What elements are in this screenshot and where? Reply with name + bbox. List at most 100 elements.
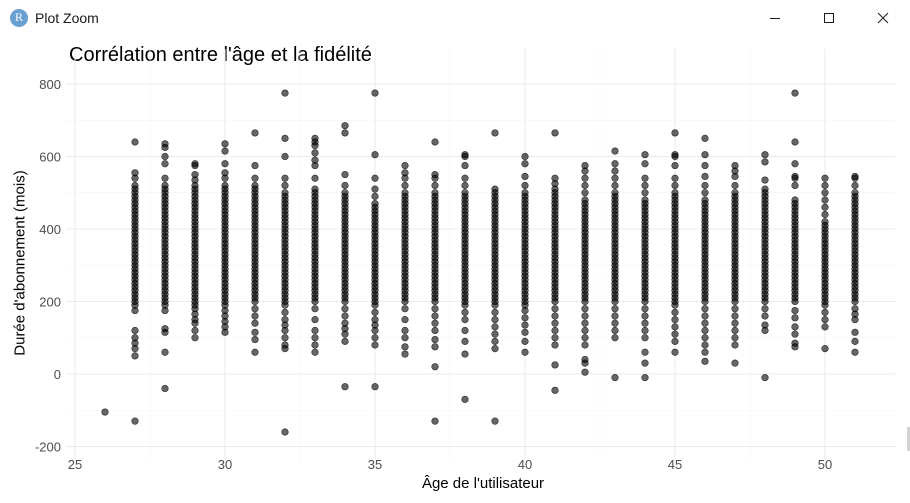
data-point: [401, 326, 409, 335]
data-point: [461, 161, 469, 170]
data-point: [161, 384, 169, 393]
data-point: [461, 189, 469, 197]
x-tick-label: 40: [518, 457, 532, 472]
data-point: [431, 189, 439, 197]
data-point: [671, 348, 679, 356]
data-point: [371, 174, 379, 182]
data-point: [161, 140, 169, 148]
data-point: [371, 383, 379, 391]
data-point: [611, 326, 619, 335]
data-point: [341, 312, 349, 320]
data-point: [761, 312, 769, 320]
data-point: [641, 348, 649, 356]
data-point: [761, 305, 769, 313]
data-point: [431, 171, 439, 179]
data-point: [401, 343, 409, 351]
data-point: [641, 334, 649, 342]
data-point: [581, 189, 589, 197]
data-point: [761, 151, 769, 159]
data-point: [821, 203, 829, 211]
data-point: [371, 192, 379, 200]
data-point: [311, 149, 319, 157]
data-point: [131, 352, 139, 360]
data-point: [161, 348, 169, 356]
data-point: [311, 334, 319, 342]
data-point: [131, 417, 139, 425]
data-point: [791, 181, 799, 190]
data-point: [131, 138, 139, 146]
data-point: [401, 316, 409, 324]
r-app-icon: R: [10, 8, 28, 27]
data-point: [401, 334, 409, 342]
data-point: [461, 316, 469, 324]
data-point: [461, 151, 469, 159]
data-point: [611, 312, 619, 320]
window-titlebar: R Plot Zoom: [0, 0, 910, 35]
data-point: [791, 196, 799, 204]
data-point: [851, 181, 859, 190]
data-point: [581, 319, 589, 327]
data-point: [731, 341, 739, 349]
data-point: [251, 335, 259, 344]
data-point: [611, 160, 619, 168]
data-point: [281, 134, 289, 142]
data-point: [671, 181, 679, 190]
data-point: [551, 341, 559, 349]
data-point: [101, 408, 109, 416]
data-point: [641, 189, 649, 197]
data-point: [671, 330, 679, 338]
data-point: [251, 312, 259, 320]
data-point: [701, 341, 709, 349]
data-point: [401, 350, 409, 358]
close-button[interactable]: [856, 0, 910, 35]
data-point: [431, 417, 439, 425]
data-point: [551, 334, 559, 342]
data-point: [671, 161, 679, 170]
data-point: [281, 334, 289, 342]
data-point: [851, 337, 859, 345]
data-point: [851, 305, 859, 313]
data-point: [281, 308, 289, 316]
data-point: [521, 189, 529, 197]
data-point: [551, 386, 559, 394]
data-point: [731, 181, 739, 190]
data-point: [341, 122, 349, 130]
data-point: [161, 181, 169, 190]
data-point: [641, 160, 649, 168]
data-point: [251, 348, 259, 356]
data-point: [221, 140, 229, 148]
data-point: [701, 172, 709, 181]
data-point: [491, 337, 499, 345]
data-point: [281, 189, 289, 197]
minimize-button[interactable]: [748, 0, 802, 35]
data-point: [671, 308, 679, 316]
data-point: [731, 319, 739, 327]
data-point: [761, 185, 769, 193]
data-point: [491, 316, 499, 324]
data-point: [641, 359, 649, 367]
x-tick-label: 45: [668, 457, 682, 472]
data-point: [191, 334, 199, 342]
data-point: [401, 169, 409, 177]
maximize-button[interactable]: [802, 0, 856, 35]
data-point: [461, 308, 469, 316]
data-point: [281, 181, 289, 190]
data-point: [251, 328, 259, 336]
data-point: [131, 326, 139, 335]
data-point: [491, 323, 499, 331]
data-point: [821, 174, 829, 182]
data-point: [491, 129, 499, 137]
data-point: [791, 89, 799, 97]
data-point: [341, 319, 349, 327]
data-point: [491, 330, 499, 338]
data-point: [821, 196, 829, 204]
data-point: [581, 196, 589, 204]
data-point: [611, 147, 619, 155]
data-point: [161, 174, 169, 182]
data-point: [251, 174, 259, 182]
data-point: [671, 129, 679, 137]
data-point: [671, 151, 679, 159]
data-point: [341, 383, 349, 391]
y-tick-label: 600: [39, 150, 61, 165]
data-point: [521, 181, 529, 190]
